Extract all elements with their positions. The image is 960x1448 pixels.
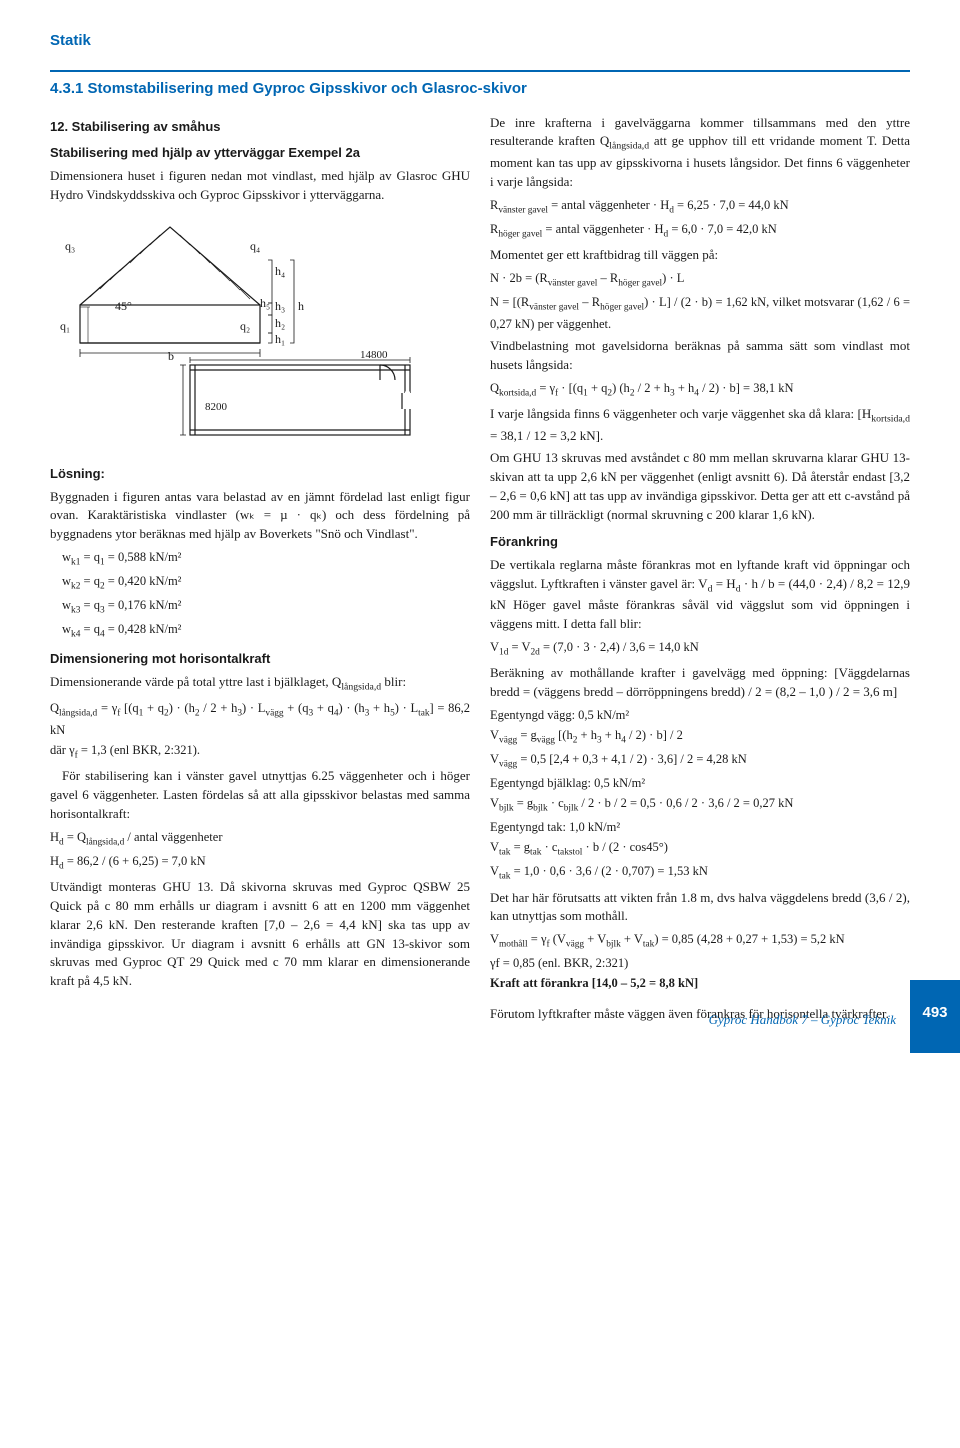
dim-heading: Dimensionering mot horisontalkraft <box>50 650 470 669</box>
hd2: Hd = 86,2 / (6 + 6,25) = 7,0 kN <box>50 852 470 874</box>
f-l10: γf = 0,85 (enl. BKR, 2:321) <box>490 954 910 972</box>
category-header: Statik <box>50 30 910 52</box>
dim-eq: Qlångsida,d = γf [(q1 + q2) · (h2 / 2 + … <box>50 699 470 739</box>
f-l8: Vtak = 1,0 · 0,6 · 3,6 / (2 · 0,707) = 1… <box>490 862 910 884</box>
hd1: Hd = Qlångsida,d / antal väggenheter <box>50 828 470 850</box>
f-l6: Egentyngd tak: 1,0 kN/m² <box>490 818 910 836</box>
label-q3: q₃ <box>65 239 75 253</box>
intro-paragraph: Dimensionera huset i figuren nedan mot v… <box>50 167 470 205</box>
eg-list: Egentyngd vägg: 0,5 kN/m² Vvägg = gvägg … <box>490 706 910 885</box>
wk1: wk1 = q1 = 0,588 kN/m² <box>50 548 470 570</box>
losning-text: Byggnaden i figuren antas vara belastad … <box>50 488 470 545</box>
r-p1: De inre krafterna i gavelväggarna kommer… <box>490 114 910 192</box>
f-p3: Det har här förutsatts att vikten från 1… <box>490 889 910 927</box>
label-angle: 45° <box>115 299 132 313</box>
f-l11: Kraft att förankra [14,0 – 5,2 = 8,8 kN] <box>490 974 910 992</box>
page-number: 493 <box>910 996 960 1030</box>
losning-heading: Lösning: <box>50 465 470 484</box>
dim-p2: För stabilisering kan i vänster gavel ut… <box>50 767 470 824</box>
r-p4: I varje långsida finns 6 väggenheter och… <box>490 405 910 446</box>
dim-p1: Dimensionerande värde på total yttre las… <box>50 673 470 695</box>
wk4: wk4 = q4 = 0,428 kN/m² <box>50 620 470 642</box>
f-l2: Vvägg = gvägg [(h2 + h3 + h4 / 2) · b] /… <box>490 726 910 748</box>
label-h4: h₄ <box>275 264 285 278</box>
r-p3: Vindbelastning mot gavelsidorna beräknas… <box>490 337 910 375</box>
left-column: 12. Stabilisering av småhus Stabiliserin… <box>50 110 470 1028</box>
label-h3: h₃ <box>275 299 285 313</box>
r-p2: Momentet ger ett kraftbidrag till väggen… <box>490 246 910 265</box>
f-l7: Vtak = gtak · ctakstol · b / (2 · cos45°… <box>490 838 910 860</box>
footer-text: Gyproc Handbok 7 – Gyproc Teknik <box>709 1011 896 1030</box>
item-heading: 12. Stabilisering av småhus <box>50 118 470 137</box>
example-heading: Stabilisering med hjälp av ytterväggar E… <box>50 144 470 163</box>
right-column: De inre krafterna i gavelväggarna kommer… <box>490 110 910 1028</box>
label-h1: h₁ <box>275 332 285 346</box>
f-l5: Vbjlk = gbjlk · cbjlk / 2 · b / 2 = 0,5 … <box>490 794 910 816</box>
wk2: wk2 = q2 = 0,420 kN/m² <box>50 572 470 594</box>
content-columns: 12. Stabilisering av småhus Stabiliserin… <box>50 110 910 1028</box>
f-p1: De vertikala reglarna måste förankras mo… <box>490 556 910 634</box>
label-q1: q₁ <box>60 319 70 333</box>
page-footer: Gyproc Handbok 7 – Gyproc Teknik 493 <box>709 996 960 1030</box>
f-l1: Egentyngd vägg: 0,5 kN/m² <box>490 706 910 724</box>
plan-width: 14800 <box>360 349 388 361</box>
f-l3: Vvägg = 0,5 [2,4 + 0,3 + 4,1 / 2) · 3,6]… <box>490 750 910 772</box>
f-v1: V1d = V2d = (7,0 · 3 · 2,4) / 3,6 = 14,0… <box>490 638 910 660</box>
r-rh: Rhöger gavel = antal väggenheter · Hd = … <box>490 220 910 242</box>
f-p2: Beräkning av mothållande krafter i gavel… <box>490 664 910 702</box>
r-qk: Qkortsida,d = γf · [(q1 + q2) (h2 / 2 + … <box>490 379 910 401</box>
f-l4: Egentyngd bjälklag: 0,5 kN/m² <box>490 774 910 792</box>
plan-height: 8200 <box>205 401 228 413</box>
label-h2: h₂ <box>275 316 285 330</box>
r-rv: Rvänster gavel = antal väggenheter · Hd … <box>490 196 910 218</box>
house-diagram: q₃ q₄ 45° q₁ q₂ b h₄ h₅ h₃ h h₂ h₁ <box>50 215 470 451</box>
label-q2: q₂ <box>240 319 250 333</box>
label-b: b <box>168 349 174 363</box>
wk-list: wk1 = q1 = 0,588 kN/m² wk2 = q2 = 0,420 … <box>50 548 470 642</box>
label-q4: q₄ <box>250 239 260 253</box>
r-n1: N · 2b = (Rvänster gavel – Rhöger gavel)… <box>490 269 910 291</box>
dim-eq2: där γf = 1,3 (enl BKR, 2:321). <box>50 741 470 763</box>
section-title: 4.3.1 Stomstabilisering med Gyproc Gipss… <box>50 70 910 100</box>
dim-p3: Utvändigt monteras GHU 13. Då skivorna s… <box>50 878 470 991</box>
wk3: wk3 = q3 = 0,176 kN/m² <box>50 596 470 618</box>
r-p5: Om GHU 13 skruvas med avståndet c 80 mm … <box>490 449 910 524</box>
label-h: h <box>298 299 304 313</box>
forankring-heading: Förankring <box>490 533 910 552</box>
r-n2: N = [(Rvänster gavel – Rhöger gavel) · L… <box>490 293 910 333</box>
f-l9: Vmothåll = γf (Vvägg + Vbjlk + Vtak) = 0… <box>490 930 910 952</box>
